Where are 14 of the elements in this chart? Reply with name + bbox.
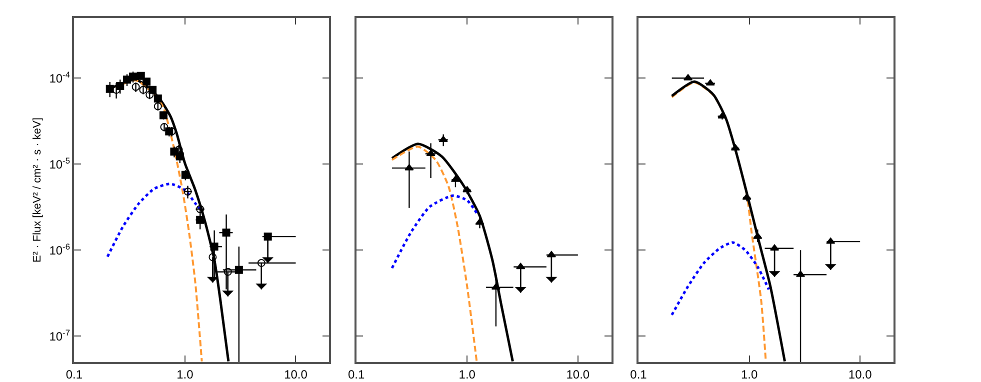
x-tick-label: 0.1 xyxy=(66,367,83,382)
y-axis-title: E² · Flux [keV² / cm² · s · keV] xyxy=(31,118,44,262)
x-tick-label: 10.0 xyxy=(284,367,308,382)
x-tick-label: 1.0 xyxy=(458,367,476,382)
y-tick-label: 10$^{-4}$ xyxy=(49,69,70,86)
y-tick-label: 10$^{-6}$ xyxy=(49,241,70,258)
x-tick-label: 1.0 xyxy=(740,367,758,382)
x-tick-label: 10.0 xyxy=(848,367,872,382)
x-tick-label: 10.0 xyxy=(566,367,590,382)
x-tick-label: 0.1 xyxy=(348,367,365,382)
y-tick-label: 10$^{-7}$ xyxy=(49,327,70,344)
x-tick-label: 0.1 xyxy=(630,367,648,382)
y-tick-label: 10$^{-5}$ xyxy=(49,155,70,172)
x-tick-label: 1.0 xyxy=(176,367,194,382)
